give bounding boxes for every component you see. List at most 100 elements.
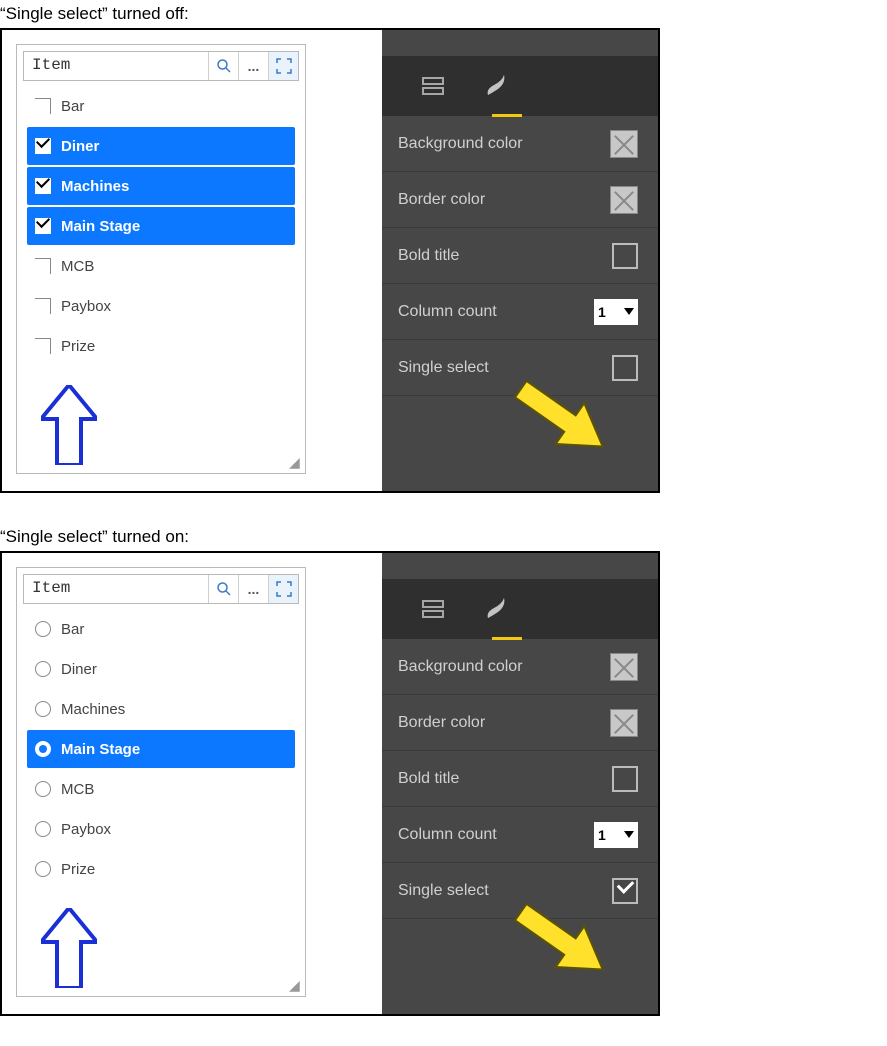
format-tabs bbox=[382, 56, 658, 116]
screenshot-off: Item ... Bar Diner Machines Main Stage MCB Pa… bbox=[0, 28, 660, 493]
single-select-checkbox[interactable] bbox=[612, 355, 638, 381]
caption-off: “Single select” turned off: bbox=[0, 0, 887, 28]
column-count-value: 1 bbox=[598, 304, 606, 320]
format-row-bold: Bold title bbox=[382, 751, 658, 807]
slicer-item-label: MCB bbox=[61, 258, 94, 275]
format-label: Single select bbox=[398, 882, 489, 900]
slicer-item-label: Bar bbox=[61, 98, 84, 115]
slicer-item-label: Machines bbox=[61, 178, 129, 195]
slicer-item-label: Bar bbox=[61, 621, 84, 638]
radio-icon bbox=[35, 781, 51, 797]
checkbox-icon bbox=[35, 98, 51, 114]
border-color-swatch[interactable] bbox=[610, 709, 638, 737]
radio-icon bbox=[35, 621, 51, 637]
screenshot-on: Item ... Bar Diner Machines Main Stage MCB Pa… bbox=[0, 551, 660, 1016]
format-tab-icon[interactable] bbox=[484, 598, 506, 620]
slicer-item[interactable]: Machines bbox=[27, 167, 295, 205]
format-label: Background color bbox=[398, 658, 523, 676]
background-color-swatch[interactable] bbox=[610, 130, 638, 158]
checkbox-icon bbox=[35, 258, 51, 274]
checkbox-icon bbox=[35, 338, 51, 354]
slicer-item[interactable]: Prize bbox=[27, 327, 295, 365]
format-row-bold: Bold title bbox=[382, 228, 658, 284]
search-icon[interactable] bbox=[208, 52, 238, 80]
slicer-item-label: Paybox bbox=[61, 298, 111, 315]
format-label: Column count bbox=[398, 826, 497, 844]
format-tab-icon[interactable] bbox=[484, 75, 506, 97]
slicer-item[interactable]: Prize bbox=[27, 850, 295, 888]
active-tab-indicator bbox=[492, 114, 522, 117]
radio-icon bbox=[35, 661, 51, 677]
border-color-swatch[interactable] bbox=[610, 186, 638, 214]
column-count-select[interactable]: 1 bbox=[594, 822, 638, 848]
slicer-item[interactable]: Main Stage bbox=[27, 730, 295, 768]
slicer-item[interactable]: Diner bbox=[27, 650, 295, 688]
slicer-item[interactable]: Bar bbox=[27, 87, 295, 125]
format-tabs bbox=[382, 579, 658, 639]
format-label: Column count bbox=[398, 303, 497, 321]
slicer-pane: Item ... Bar Diner Machines Main Stage MCB Pa… bbox=[2, 30, 382, 491]
fields-tab-icon[interactable] bbox=[422, 75, 444, 97]
resize-grip-icon[interactable]: ◢ bbox=[289, 980, 301, 992]
chevron-down-icon bbox=[624, 308, 634, 316]
focus-mode-icon[interactable] bbox=[268, 575, 298, 603]
slicer-item-label: Main Stage bbox=[61, 741, 140, 758]
slicer-item[interactable]: Paybox bbox=[27, 287, 295, 325]
format-row-border: Border color bbox=[382, 695, 658, 751]
format-row-background: Background color bbox=[382, 116, 658, 172]
slicer-item[interactable]: MCB bbox=[27, 247, 295, 285]
slicer-field-name: Item bbox=[24, 52, 208, 80]
slicer-widget: Item ... Bar Diner Machines Main Stage MCB Pa… bbox=[16, 44, 306, 474]
format-row-count: Column count 1 bbox=[382, 807, 658, 863]
annotation-yellow-arrow bbox=[496, 904, 616, 994]
slicer-field-name: Item bbox=[24, 575, 208, 603]
slicer-item[interactable]: Diner bbox=[27, 127, 295, 165]
annotation-blue-arrow bbox=[41, 908, 97, 988]
search-icon[interactable] bbox=[208, 575, 238, 603]
column-count-select[interactable]: 1 bbox=[594, 299, 638, 325]
format-row-border: Border color bbox=[382, 172, 658, 228]
more-options-icon[interactable]: ... bbox=[238, 52, 268, 80]
slicer-item[interactable]: MCB bbox=[27, 770, 295, 808]
more-options-icon[interactable]: ... bbox=[238, 575, 268, 603]
checkbox-icon bbox=[35, 138, 51, 154]
slicer-item-label: Main Stage bbox=[61, 218, 140, 235]
slicer-widget: Item ... Bar Diner Machines Main Stage MCB Pa… bbox=[16, 567, 306, 997]
checkbox-icon bbox=[35, 178, 51, 194]
slicer-item-label: Prize bbox=[61, 338, 95, 355]
format-label: Bold title bbox=[398, 247, 459, 265]
radio-icon bbox=[35, 741, 51, 757]
fields-tab-icon[interactable] bbox=[422, 598, 444, 620]
slicer-header: Item ... bbox=[23, 51, 299, 81]
slicer-item-label: MCB bbox=[61, 781, 94, 798]
active-tab-indicator bbox=[492, 637, 522, 640]
slicer-item-label: Prize bbox=[61, 861, 95, 878]
format-pane: Background color Border color Bold title… bbox=[382, 30, 658, 491]
format-label: Background color bbox=[398, 135, 523, 153]
annotation-blue-arrow bbox=[41, 385, 97, 465]
background-color-swatch[interactable] bbox=[610, 653, 638, 681]
resize-grip-icon[interactable]: ◢ bbox=[289, 457, 301, 469]
format-label: Border color bbox=[398, 191, 485, 209]
slicer-item-label: Diner bbox=[61, 661, 97, 678]
format-row-background: Background color bbox=[382, 639, 658, 695]
bold-title-checkbox[interactable] bbox=[612, 243, 638, 269]
radio-icon bbox=[35, 861, 51, 877]
annotation-yellow-arrow bbox=[496, 381, 616, 471]
chevron-down-icon bbox=[624, 831, 634, 839]
format-pane: Background color Border color Bold title… bbox=[382, 553, 658, 1014]
single-select-checkbox[interactable] bbox=[612, 878, 638, 904]
slicer-item[interactable]: Main Stage bbox=[27, 207, 295, 245]
slicer-item[interactable]: Paybox bbox=[27, 810, 295, 848]
slicer-item-label: Paybox bbox=[61, 821, 111, 838]
slicer-item[interactable]: Machines bbox=[27, 690, 295, 728]
format-label: Bold title bbox=[398, 770, 459, 788]
caption-on: “Single select” turned on: bbox=[0, 523, 887, 551]
bold-title-checkbox[interactable] bbox=[612, 766, 638, 792]
slicer-item-label: Diner bbox=[61, 138, 99, 155]
slicer-item[interactable]: Bar bbox=[27, 610, 295, 648]
focus-mode-icon[interactable] bbox=[268, 52, 298, 80]
format-label: Single select bbox=[398, 359, 489, 377]
radio-icon bbox=[35, 821, 51, 837]
slicer-header: Item ... bbox=[23, 574, 299, 604]
